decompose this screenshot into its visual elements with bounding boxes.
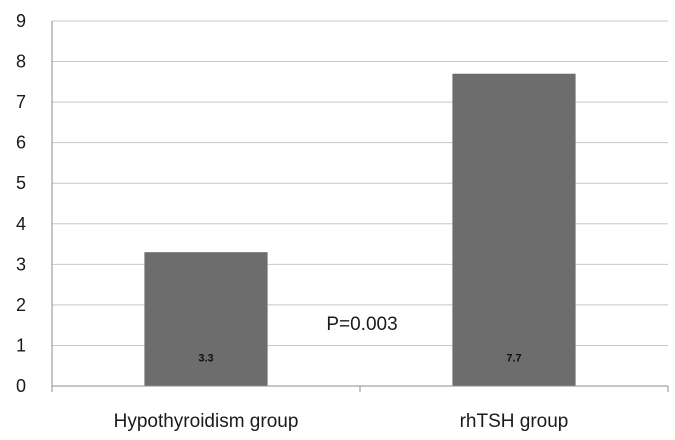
bars bbox=[144, 73, 576, 386]
y-tick-label: 1 bbox=[16, 335, 26, 355]
bar-value-label: 3.3 bbox=[198, 353, 213, 365]
p-value-annotation: P=0.003 bbox=[326, 314, 397, 335]
x-axis-category-labels: Hypothyroidism group rhTSH group bbox=[114, 411, 569, 432]
y-axis-tick-labels: 0 1 2 3 4 5 6 7 8 9 bbox=[16, 11, 26, 396]
bar-value-label: 7.7 bbox=[506, 353, 521, 365]
y-tick-label: 0 bbox=[16, 376, 26, 396]
y-tick-label: 9 bbox=[16, 11, 26, 31]
y-tick-label: 3 bbox=[16, 254, 26, 274]
y-tick-label: 8 bbox=[16, 52, 26, 72]
x-category-label: Hypothyroidism group bbox=[114, 411, 299, 432]
data-labels: 3.3 7.7 bbox=[198, 353, 521, 365]
bar bbox=[452, 73, 576, 386]
axes bbox=[51, 21, 669, 392]
bar bbox=[144, 252, 268, 386]
y-tick-label: 6 bbox=[16, 133, 26, 153]
y-tick-label: 7 bbox=[16, 92, 26, 112]
y-tick-label: 2 bbox=[16, 295, 26, 315]
x-category-label: rhTSH group bbox=[460, 411, 569, 432]
y-tick-label: 5 bbox=[16, 173, 26, 193]
y-tick-label: 4 bbox=[16, 214, 26, 234]
